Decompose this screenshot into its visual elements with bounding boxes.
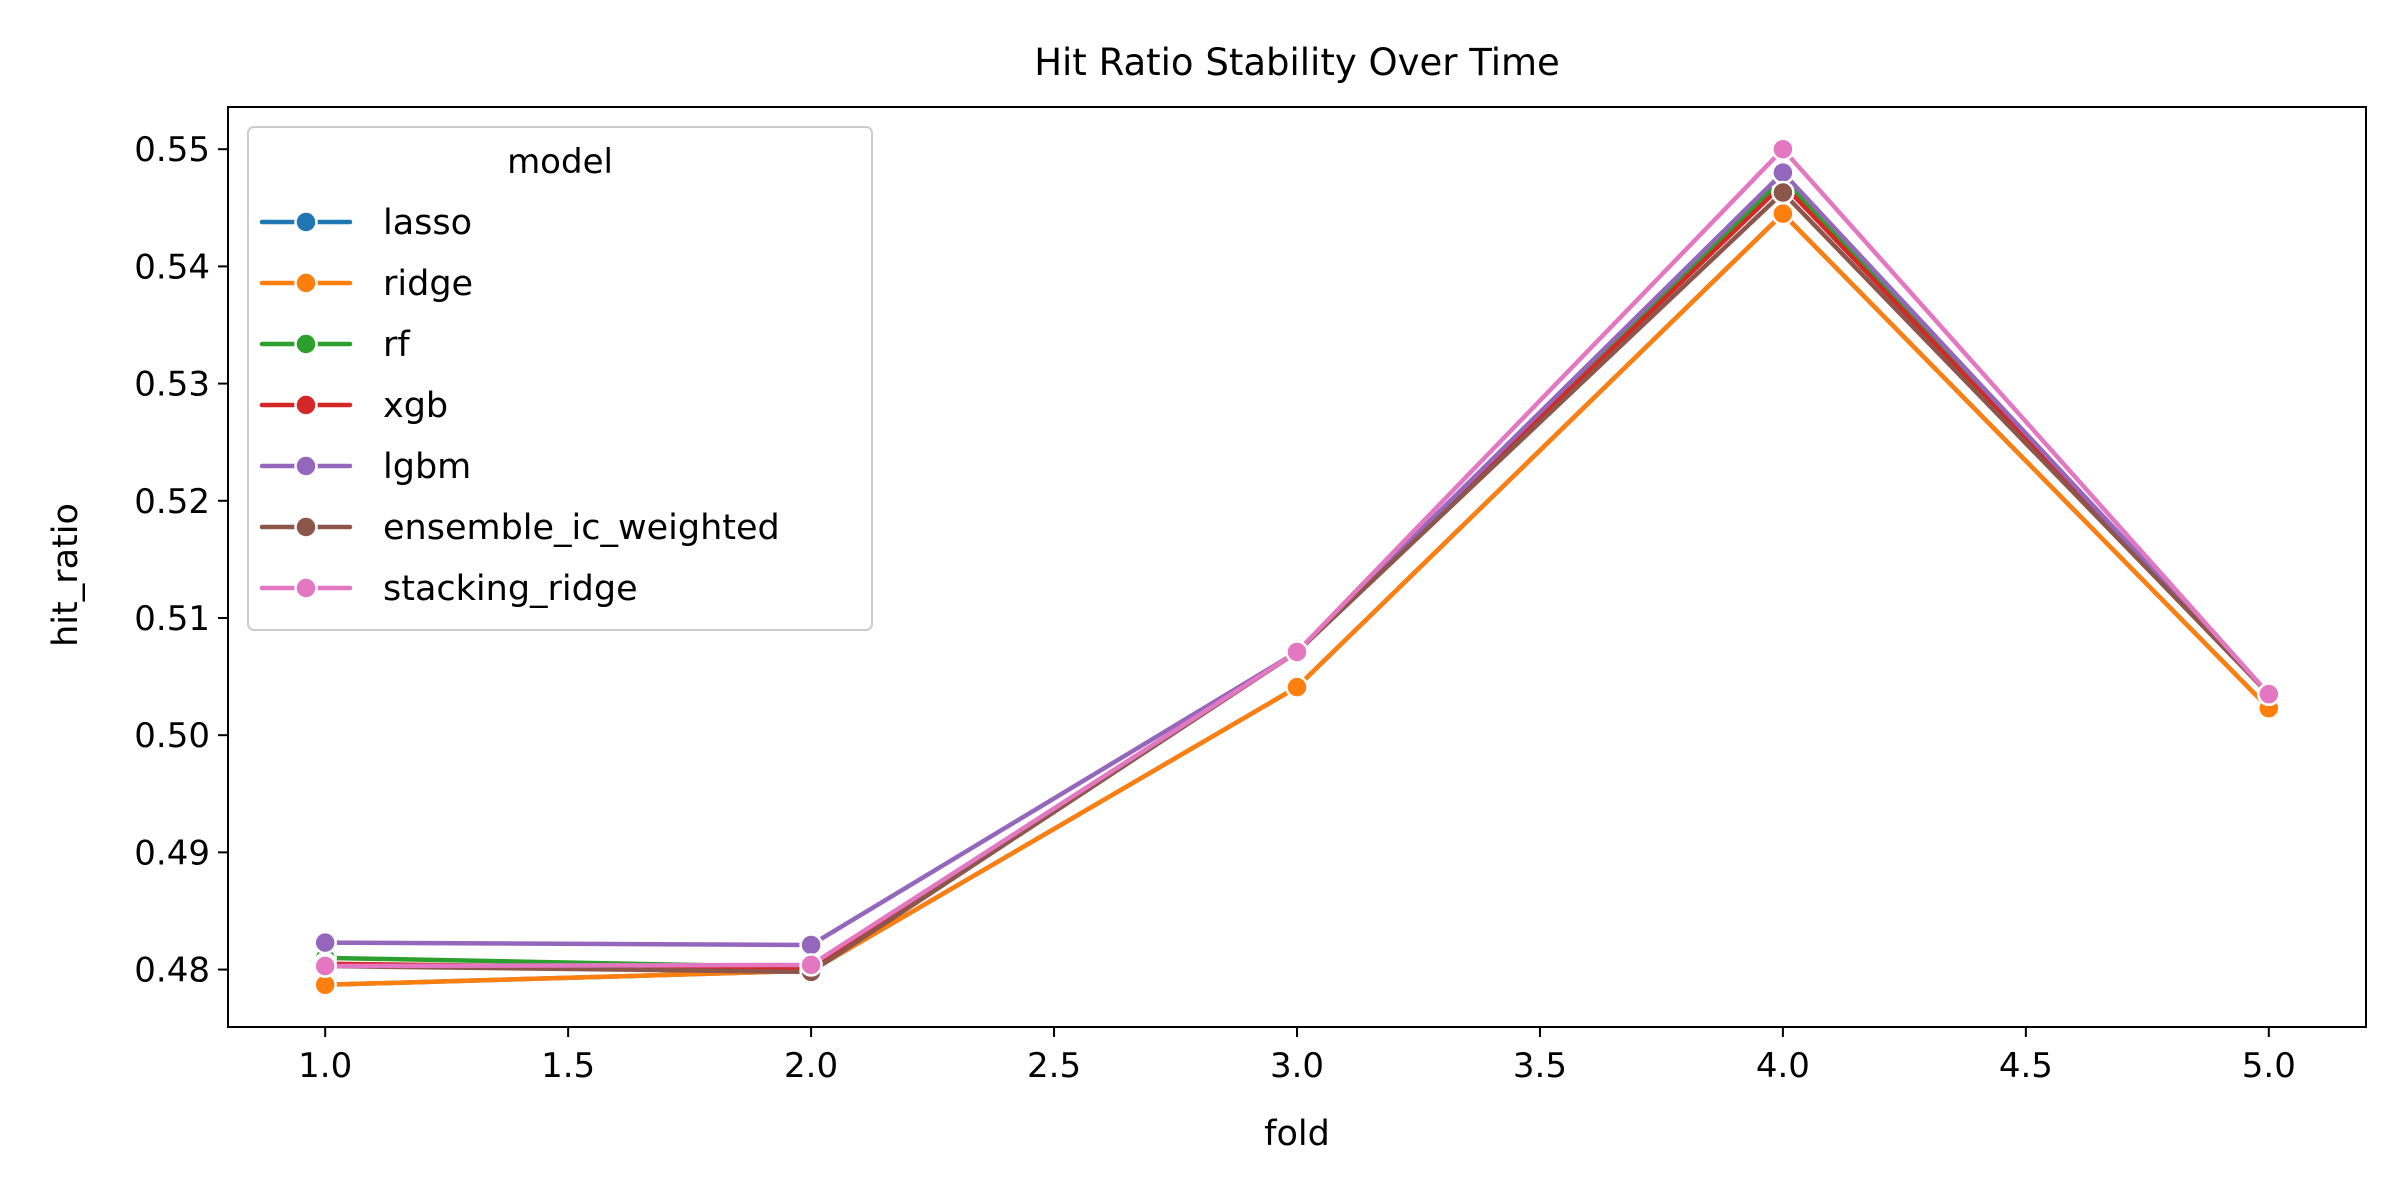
- legend-swatch-marker: [294, 210, 318, 234]
- legend-label: ridge: [383, 264, 473, 304]
- data-point-stacking_ridge: [2257, 682, 2281, 706]
- legend-label: stacking_ridge: [383, 569, 638, 609]
- legend-swatch-marker: [294, 393, 318, 417]
- x-tick-label: 2.5: [1027, 1046, 1081, 1086]
- x-tick-label: 4.0: [1756, 1046, 1810, 1086]
- x-tick-label: 2.0: [784, 1046, 838, 1086]
- data-point-ridge: [1285, 675, 1309, 699]
- plot-area: [313, 137, 2281, 997]
- legend: model lasso ridge rf xgb lgbm ensemble_ic_weig…: [247, 126, 873, 631]
- legend-item-stacking_ridge: stacking_ridge: [259, 569, 638, 609]
- legend-item-lgbm: lgbm: [259, 447, 471, 487]
- data-point-ensemble_ic_weighted: [1771, 180, 1795, 205]
- legend-title: model: [507, 142, 613, 182]
- series-stacking_ridge: [313, 137, 2281, 978]
- y-tick-label: 0.51: [134, 599, 210, 639]
- data-point-stacking_ridge: [313, 954, 337, 978]
- x-tick-label: 4.5: [1999, 1046, 2053, 1086]
- legend-item-ensemble_ic_weighted: ensemble_ic_weighted: [259, 508, 780, 548]
- legend-swatch-marker: [294, 515, 318, 539]
- legend-item-lasso: lasso: [259, 203, 472, 243]
- legend-label: xgb: [383, 386, 448, 426]
- chart-title: Hit Ratio Stability Over Time: [1034, 41, 1560, 84]
- legend-item-rf: rf: [259, 325, 410, 365]
- data-point-lgbm: [1771, 160, 1795, 185]
- data-point-lgbm: [313, 930, 337, 955]
- x-tick-label: 1.5: [541, 1046, 595, 1086]
- y-tick-label: 0.54: [134, 247, 210, 287]
- legend-box: [247, 126, 873, 631]
- legend-swatch-marker: [294, 271, 318, 295]
- legend-label: lgbm: [383, 447, 471, 487]
- x-tick-label: 3.5: [1513, 1046, 1567, 1086]
- x-tick-label: 3.0: [1270, 1046, 1324, 1086]
- legend-label: ensemble_ic_weighted: [383, 508, 780, 548]
- y-tick-label: 0.48: [134, 951, 210, 991]
- legend-item-ridge: ridge: [259, 264, 473, 304]
- legend-label: lasso: [383, 203, 472, 243]
- y-tick-label: 0.52: [134, 482, 210, 522]
- x-tick-label: 1.0: [298, 1046, 352, 1086]
- data-point-stacking_ridge: [799, 953, 823, 977]
- y-tick-label: 0.49: [134, 833, 210, 873]
- data-point-stacking_ridge: [1285, 640, 1309, 664]
- data-point-lgbm: [799, 933, 823, 957]
- legend-label: rf: [383, 325, 410, 365]
- y-tick-label: 0.50: [134, 716, 210, 756]
- y-tick-label: 0.55: [134, 130, 210, 170]
- x-tick-label: 5.0: [2242, 1046, 2296, 1086]
- legend-swatch-marker: [294, 332, 318, 356]
- axes: 1.0 1.5 2.0 2.5 3.0 3.5 4.0 4.5 5.0 0.48 0.49 0.50 0…: [134, 106, 2367, 1086]
- legend-item-xgb: xgb: [259, 386, 448, 426]
- data-point-ridge: [1771, 201, 1795, 226]
- y-tick-label: 0.53: [134, 365, 210, 405]
- data-point-stacking_ridge: [1771, 137, 1795, 161]
- legend-swatch-marker: [294, 454, 318, 478]
- x-axis-label: fold: [1264, 1114, 1330, 1154]
- y-axis-label: hit_ratio: [46, 503, 86, 647]
- legend-swatch-marker: [294, 576, 318, 600]
